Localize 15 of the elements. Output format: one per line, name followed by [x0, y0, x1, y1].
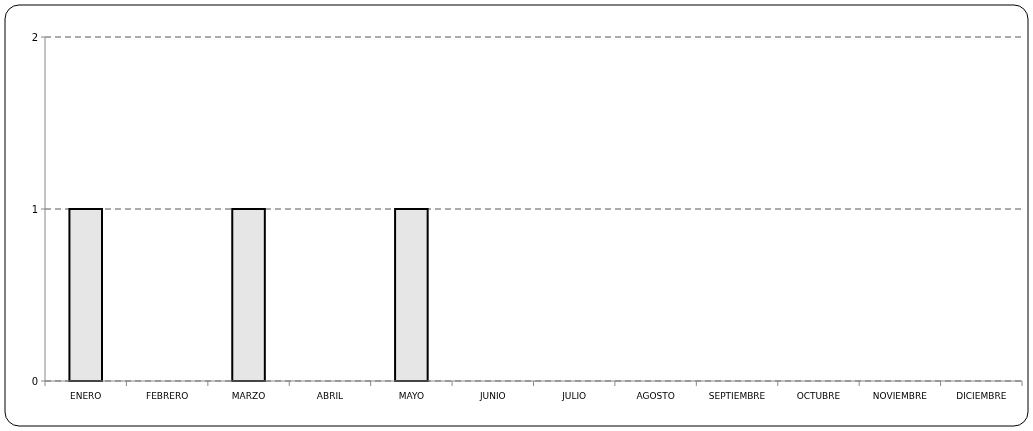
x-tick-label: ENERO [69, 391, 102, 401]
x-tick-label: NOVIEMBRE [872, 391, 928, 401]
x-tick-label: JUNIO [478, 391, 506, 401]
x-tick-label: DICIEMBRE [956, 391, 1007, 401]
x-tick-label: FEBRERO [145, 391, 189, 401]
y-tick-label: 0 [31, 375, 38, 387]
x-tick-label: OCTUBRE [796, 391, 841, 401]
y-tick-label: 1 [31, 203, 38, 215]
x-tick-label: MAYO [398, 391, 425, 401]
x-tick-label: ABRIL [316, 391, 344, 401]
x-tick-label: JULIO [561, 391, 587, 401]
x-tick-label: MARZO [231, 391, 266, 401]
x-tick-label: AGOSTO [636, 391, 675, 401]
x-tick-label: SEPTIEMBRE [708, 391, 766, 401]
y-tick-label: 2 [31, 31, 38, 43]
